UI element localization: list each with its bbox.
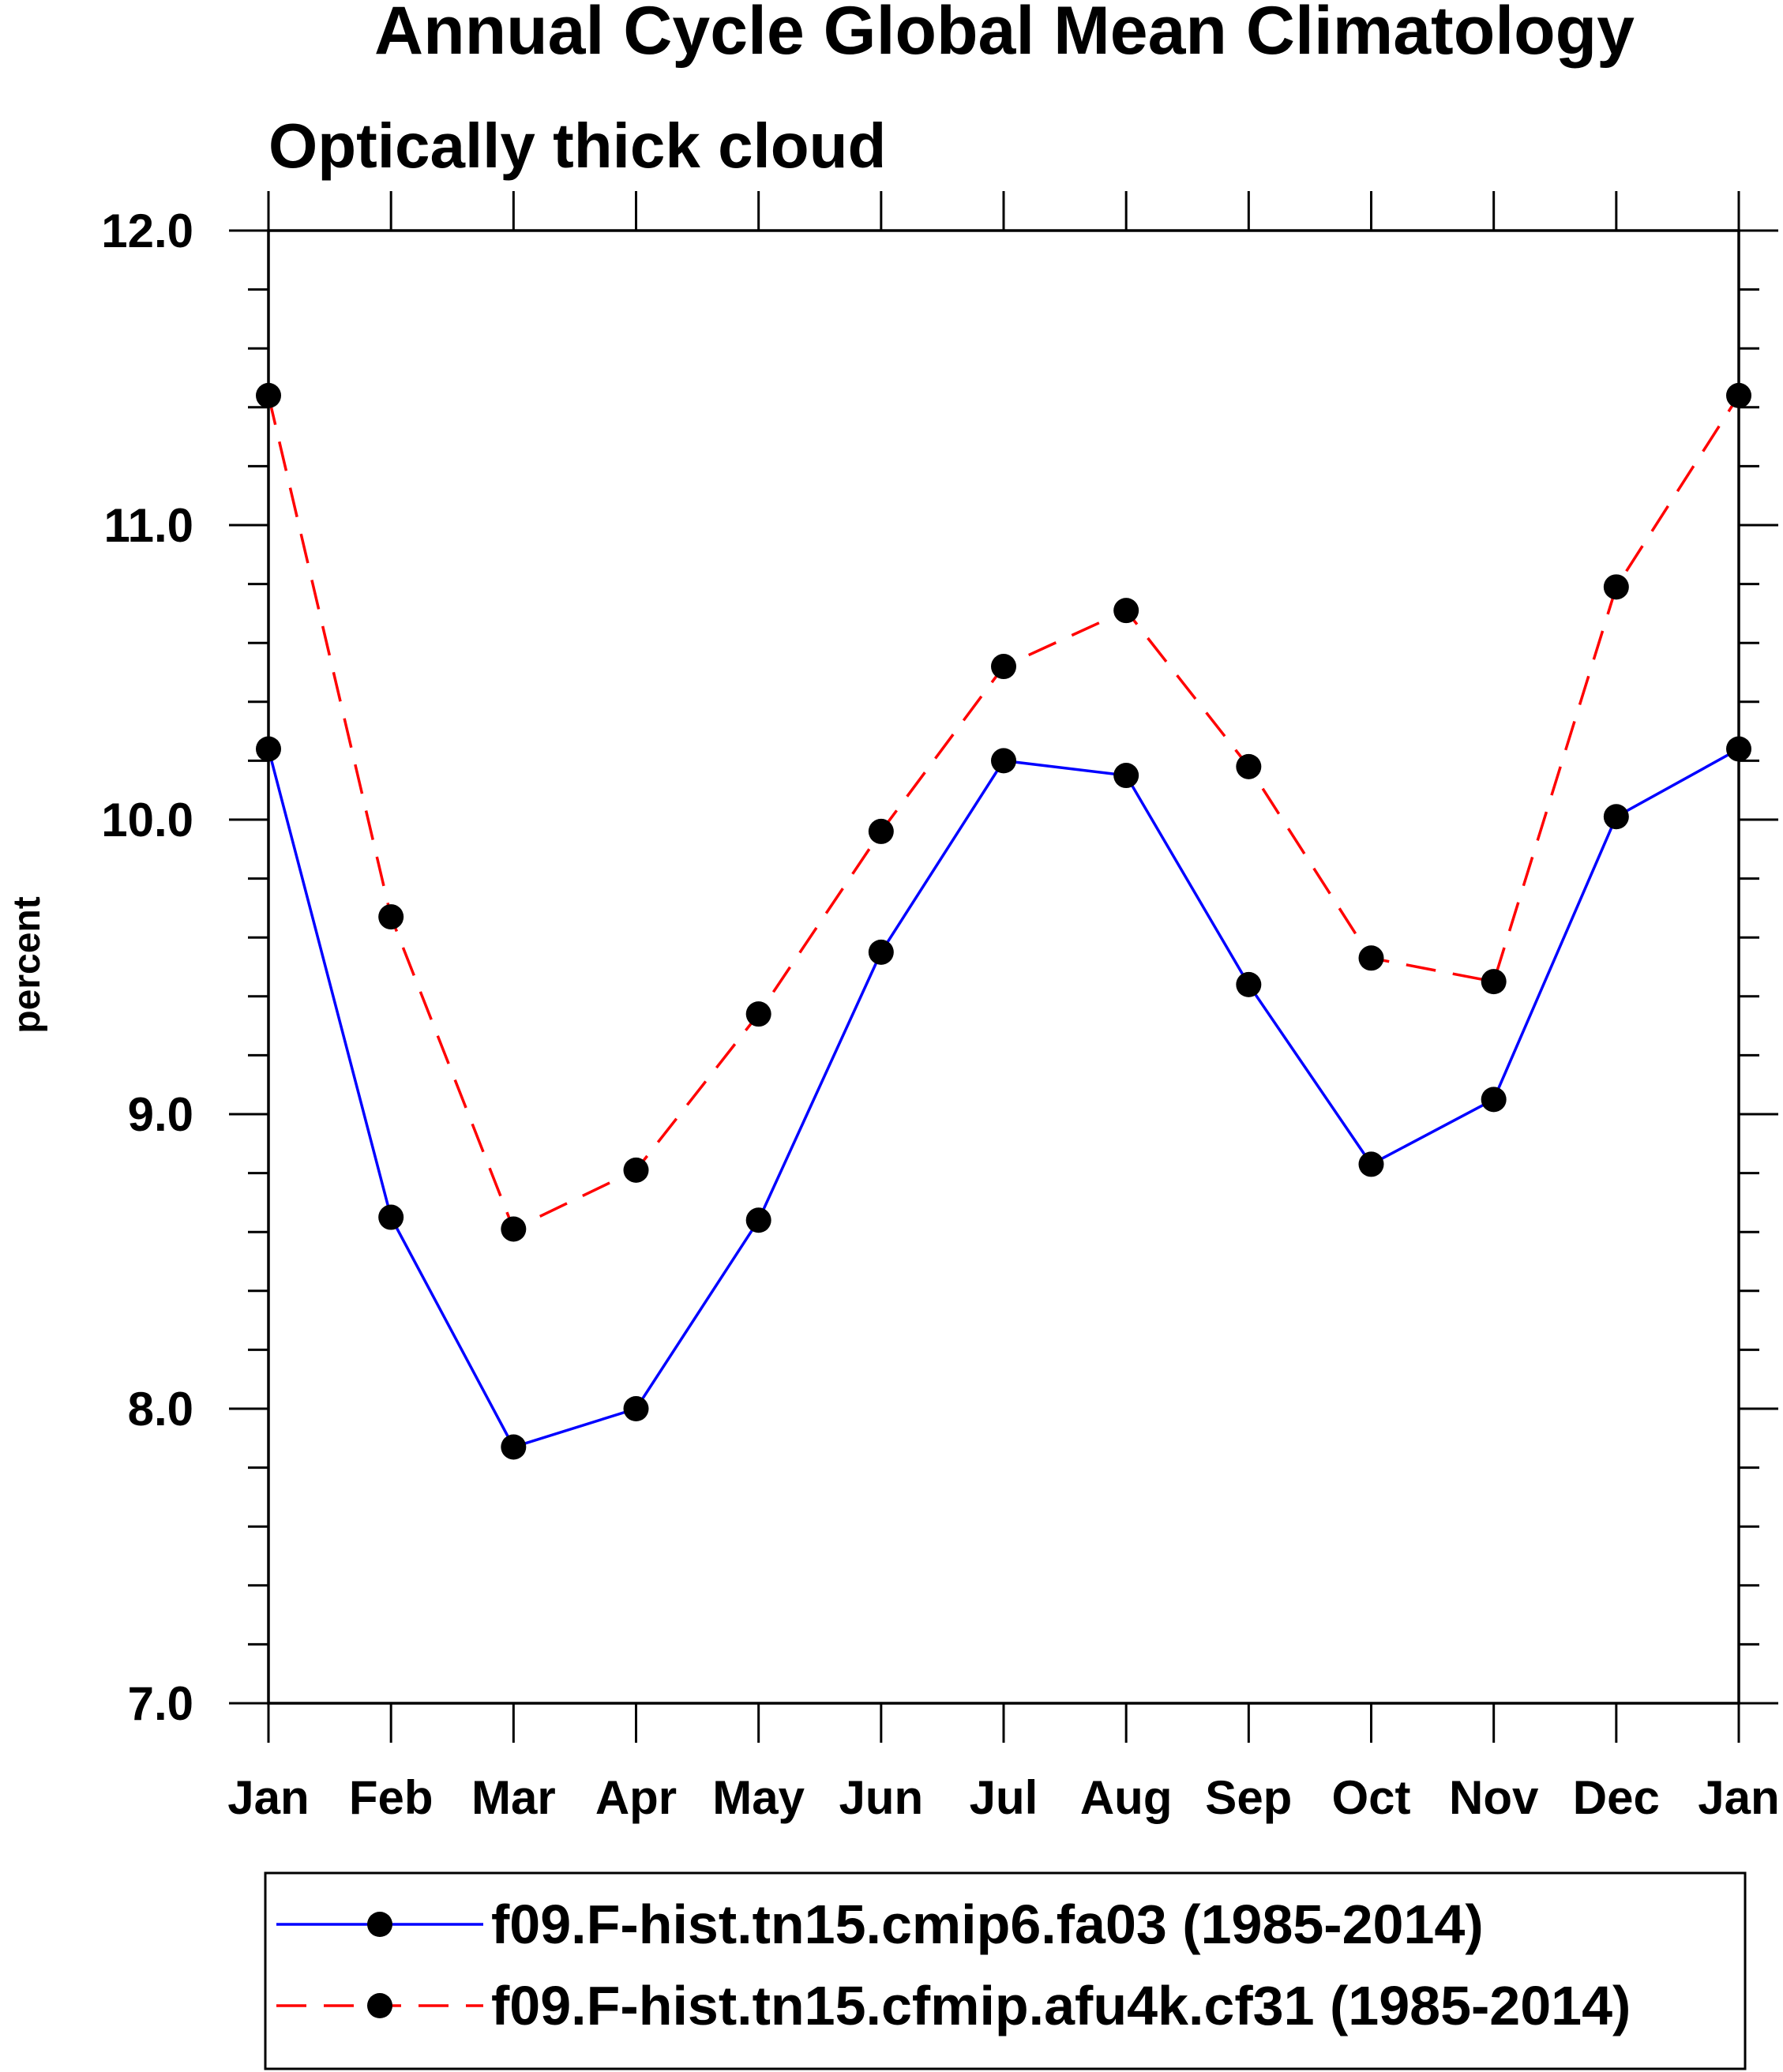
series-1-point	[1113, 763, 1139, 789]
x-tick-label: Dec	[1573, 1771, 1660, 1824]
series-1-point	[1236, 971, 1262, 997]
y-tick-label: 8.0	[128, 1383, 193, 1436]
chart-title: Annual Cycle Global Mean Climatology	[374, 0, 1635, 69]
series-1-point	[378, 1204, 404, 1230]
legend: f09.F-hist.tn15.cmip6.fa03 (1985-2014) f0…	[264, 1871, 1747, 2070]
series-line-2	[267, 394, 1740, 1231]
series-2-point	[1481, 969, 1507, 995]
y-tick-label: 12.0	[101, 205, 193, 257]
legend-label-1: f09.F-hist.tn15.cmip6.fa03 (1985-2014)	[491, 1894, 1484, 1955]
x-tick-label: Jun	[839, 1771, 923, 1824]
x-tick-label: Aug	[1080, 1771, 1173, 1824]
x-tick-label: Apr	[595, 1771, 677, 1824]
series-1-point	[1481, 1087, 1507, 1113]
series-1-point	[256, 736, 281, 762]
series-1-point	[623, 1396, 649, 1421]
y-tick-label: 10.0	[101, 794, 193, 846]
series-1-point	[745, 1207, 771, 1233]
legend-marker-1	[367, 1912, 392, 1937]
series-2-point	[991, 654, 1016, 680]
x-tick-label: Oct	[1331, 1771, 1410, 1824]
series-1-point	[1603, 804, 1629, 830]
plot-frame	[267, 229, 1740, 1705]
series-2-point	[1726, 382, 1751, 408]
x-tick-label: Feb	[349, 1771, 434, 1824]
series-2-point	[256, 382, 281, 408]
series-2-point	[1603, 574, 1629, 600]
x-tick-label: Mar	[471, 1771, 556, 1824]
x-tick-label: Jan	[1698, 1771, 1779, 1824]
x-tick-label: Nov	[1449, 1771, 1539, 1824]
series-2-point	[1236, 753, 1262, 779]
series-2-point	[1358, 945, 1384, 971]
legend-label-2: f09.F-hist.tn15.cfmip.afu4k.cf31 (1985-2…	[491, 1975, 1631, 2036]
series-line-1	[267, 747, 1740, 1449]
series-2-point	[1113, 598, 1139, 624]
x-tick-label: Sep	[1205, 1771, 1292, 1824]
series-1-point	[868, 939, 894, 965]
series-2-point	[623, 1157, 649, 1183]
y-axis-label: percent	[6, 896, 48, 1033]
y-tick-label: 9.0	[128, 1088, 193, 1141]
series-2-point	[378, 904, 404, 930]
y-tick-label: 11.0	[104, 499, 193, 552]
series-1-point	[991, 748, 1016, 774]
legend-marker-2	[367, 1993, 392, 2018]
series-1-point	[501, 1434, 527, 1460]
plot-axes: 7.0 8.0 9.0 10.0 11.0 12.0 Jan Feb Mar Apr May Jun J…	[101, 191, 1780, 1824]
series-2-point	[745, 1001, 771, 1027]
series-2-point	[501, 1216, 527, 1242]
series-2-point	[868, 818, 894, 844]
legend-box	[264, 1871, 1747, 2070]
series-1-point	[1358, 1151, 1384, 1177]
chart-subtitle: Optically thick cloud	[268, 111, 886, 181]
series-1-point	[1726, 736, 1751, 762]
x-tick-label: Jan	[227, 1771, 309, 1824]
y-tick-label: 7.0	[128, 1677, 193, 1730]
x-tick-label: Jul	[970, 1771, 1038, 1824]
x-tick-label: May	[712, 1771, 805, 1824]
series-layer	[256, 382, 1751, 1460]
